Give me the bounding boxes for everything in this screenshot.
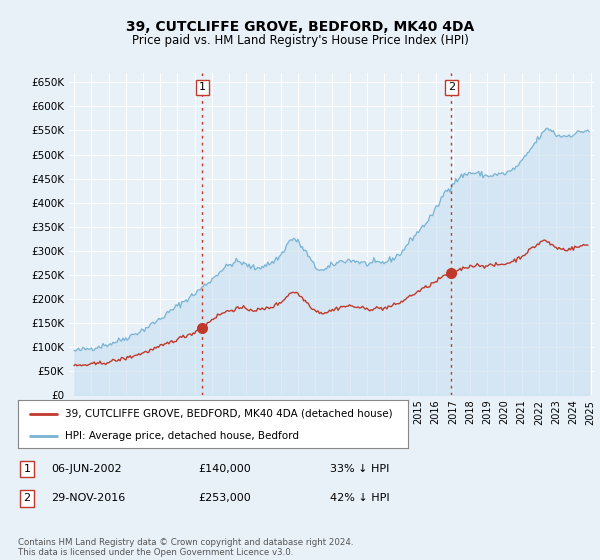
Text: 29-NOV-2016: 29-NOV-2016 xyxy=(51,493,125,503)
Text: 39, CUTCLIFFE GROVE, BEDFORD, MK40 4DA: 39, CUTCLIFFE GROVE, BEDFORD, MK40 4DA xyxy=(126,20,474,34)
Text: Price paid vs. HM Land Registry's House Price Index (HPI): Price paid vs. HM Land Registry's House … xyxy=(131,34,469,46)
Text: 06-JUN-2002: 06-JUN-2002 xyxy=(51,464,122,474)
Text: 2: 2 xyxy=(23,493,31,503)
Text: 33% ↓ HPI: 33% ↓ HPI xyxy=(330,464,389,474)
Text: 39, CUTCLIFFE GROVE, BEDFORD, MK40 4DA (detached house): 39, CUTCLIFFE GROVE, BEDFORD, MK40 4DA (… xyxy=(65,409,392,419)
Text: Contains HM Land Registry data © Crown copyright and database right 2024.
This d: Contains HM Land Registry data © Crown c… xyxy=(18,538,353,557)
Text: 2: 2 xyxy=(448,82,455,92)
Text: £253,000: £253,000 xyxy=(198,493,251,503)
Text: 42% ↓ HPI: 42% ↓ HPI xyxy=(330,493,389,503)
Text: 1: 1 xyxy=(23,464,31,474)
Text: 1: 1 xyxy=(199,82,206,92)
Text: HPI: Average price, detached house, Bedford: HPI: Average price, detached house, Bedf… xyxy=(65,431,299,441)
Text: £140,000: £140,000 xyxy=(198,464,251,474)
